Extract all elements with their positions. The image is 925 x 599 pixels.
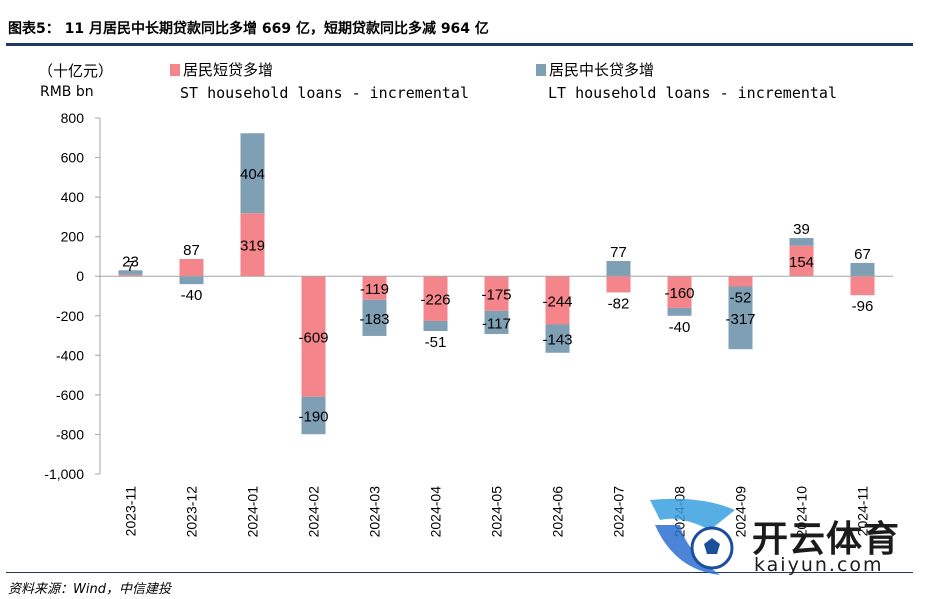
- bar-lt: [118, 270, 143, 275]
- data-label-st: 154: [789, 254, 814, 271]
- data-label-st: -160: [664, 285, 694, 302]
- y-tick-label: 400: [61, 189, 85, 205]
- bar-st: [789, 245, 814, 277]
- y-tick-label: -1,000: [44, 466, 84, 482]
- data-label-st: -96: [852, 298, 874, 315]
- x-tick-label: 2024-10: [794, 486, 810, 538]
- unit-label-en: RMB bn: [40, 84, 94, 100]
- data-label-st: 87: [183, 242, 200, 259]
- y-tick-label: -800: [56, 426, 84, 442]
- bar-st: [545, 276, 570, 325]
- data-label-lt: -317: [725, 311, 755, 328]
- x-tick-label: 2024-03: [367, 486, 383, 538]
- bar-lt: [301, 396, 326, 435]
- bar-st: [606, 276, 631, 293]
- bar-st: [362, 276, 387, 300]
- data-label-lt: 39: [793, 221, 810, 238]
- data-label-st: 319: [240, 238, 265, 255]
- data-label-lt: -190: [298, 408, 328, 425]
- header-rule: [6, 43, 913, 46]
- data-label-lt: -143: [542, 332, 572, 349]
- data-label-lt: -183: [359, 311, 389, 328]
- y-tick-label: 800: [61, 110, 85, 126]
- data-label-lt: -117: [482, 315, 511, 332]
- legend-label-lt-en: LT household loans - incremental: [548, 84, 837, 102]
- data-label-st: -119: [360, 281, 389, 298]
- legend-swatch-st: [170, 64, 180, 76]
- y-tick-label: 200: [61, 229, 85, 245]
- bar-lt: [545, 324, 570, 353]
- bar-lt: [789, 238, 814, 246]
- legend-label-st: 居民短贷多增: [183, 61, 274, 79]
- bar-st: [301, 276, 326, 397]
- y-tick-label: 0: [76, 268, 84, 284]
- bar-st: [667, 276, 692, 308]
- bar-lt: [179, 276, 204, 285]
- bar-lt: [850, 262, 875, 277]
- y-tick-label: -200: [56, 308, 84, 324]
- chart-title: 图表5： 11 月居民中长期贷款同比多增 669 亿，短期贷款同比多减 964 …: [8, 21, 489, 37]
- watermark-text-en: kaiyun.com: [754, 554, 884, 576]
- x-tick-label: 2024-06: [550, 486, 566, 538]
- bar-lt: [728, 286, 753, 350]
- footer-rule: [6, 572, 913, 573]
- x-tick-label: 2023-12: [184, 486, 200, 538]
- bar-st: [484, 276, 509, 311]
- data-label-lt: 23: [122, 253, 139, 270]
- bar-st: [728, 276, 753, 287]
- x-tick-label: 2024-11: [855, 486, 871, 537]
- watermark-logo-icon: [650, 498, 735, 575]
- bar-lt: [423, 320, 448, 332]
- data-label-st: -244: [542, 293, 572, 310]
- data-label-lt: -40: [669, 319, 691, 336]
- unit-label-cn: （十亿元）: [38, 62, 114, 80]
- x-tick-label: 2024-02: [306, 486, 322, 538]
- y-tick-label: -600: [56, 387, 84, 403]
- x-tick-label: 2024-01: [245, 486, 261, 538]
- legend-label-lt: 居民中长贷多增: [549, 61, 655, 79]
- x-tick-label: 2024-09: [733, 486, 749, 538]
- data-label-st: -82: [608, 295, 630, 312]
- bar-lt: [484, 310, 509, 334]
- bar-st: [118, 274, 143, 277]
- data-label-st: -226: [420, 292, 450, 309]
- bar-lt: [240, 133, 265, 214]
- bar-lt: [606, 260, 631, 277]
- x-tick-label: 2024-05: [489, 486, 505, 538]
- x-tick-label: 2024-04: [428, 486, 444, 538]
- y-tick-label: -400: [56, 347, 84, 363]
- data-label-lt: 67: [854, 246, 871, 263]
- bar-lt: [362, 299, 387, 336]
- bar-st: [423, 276, 448, 321]
- watermark-text-cn: 开云体育: [752, 519, 901, 560]
- bar-st: [179, 259, 204, 277]
- source-note: 资料来源：Wind，中信建投: [8, 582, 171, 597]
- watermark: 开云体育 kaiyun.com: [640, 490, 920, 580]
- data-label-st: -52: [730, 290, 752, 307]
- y-tick-label: 600: [61, 150, 85, 166]
- data-label-lt: 404: [240, 166, 265, 183]
- legend-swatch-lt: [536, 64, 546, 76]
- bar-st: [240, 213, 265, 277]
- bar-st: [850, 276, 875, 296]
- legend-label-st-en: ST household loans - incremental: [180, 84, 469, 102]
- data-label-st: -175: [481, 287, 511, 304]
- data-label-lt: -51: [425, 334, 447, 351]
- data-label-lt: -40: [181, 287, 203, 304]
- data-label-st: 7: [126, 258, 134, 275]
- data-label-st: -609: [298, 329, 328, 346]
- x-tick-label: 2023-11: [123, 486, 139, 537]
- data-label-lt: 77: [610, 244, 627, 261]
- x-tick-label: 2024-07: [611, 486, 627, 538]
- bar-lt: [667, 307, 692, 316]
